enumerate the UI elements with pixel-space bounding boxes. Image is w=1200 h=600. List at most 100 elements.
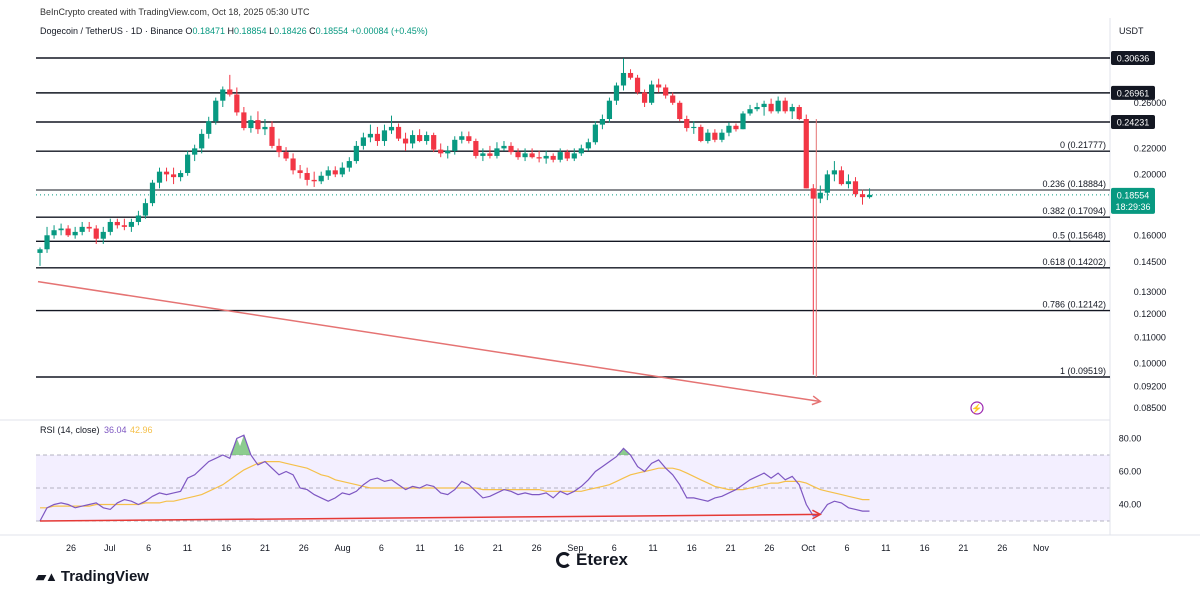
candle-body bbox=[241, 112, 247, 129]
candle-body bbox=[283, 152, 289, 159]
candle-body bbox=[459, 136, 465, 140]
current-price-box bbox=[1111, 187, 1155, 214]
fib-label: 0.786 (0.12142) bbox=[1042, 300, 1106, 310]
candle-body bbox=[782, 100, 788, 112]
time-tick-label: Aug bbox=[335, 543, 351, 553]
candle-body bbox=[649, 84, 655, 103]
rsi-ma-line bbox=[40, 461, 870, 509]
candle-body bbox=[634, 77, 641, 93]
candle-body bbox=[227, 89, 233, 95]
candle-body bbox=[163, 171, 170, 175]
candle-body bbox=[599, 118, 605, 125]
candle-body bbox=[691, 126, 697, 129]
time-tick-label: 16 bbox=[687, 543, 697, 553]
ohlc-close-value: 0.18554 bbox=[315, 26, 349, 36]
candle-body bbox=[663, 87, 669, 96]
candle-body bbox=[557, 152, 563, 160]
tradingview-logo: ▰▲ TradingView bbox=[36, 568, 149, 585]
eterex-watermark: Eterex bbox=[556, 550, 628, 570]
candle-body bbox=[72, 231, 78, 236]
candle-body bbox=[374, 133, 381, 142]
time-tick-label: 21 bbox=[260, 543, 270, 553]
candle-body bbox=[817, 192, 823, 199]
candle-body bbox=[796, 107, 802, 119]
candle-body bbox=[65, 228, 71, 236]
candle-body bbox=[332, 170, 338, 175]
candle-body bbox=[170, 174, 177, 178]
ohlc-open-label: O bbox=[185, 26, 193, 36]
candle-body bbox=[480, 153, 486, 156]
candle-body bbox=[318, 175, 324, 182]
chart-credit: BeInCrypto created with TradingView.com,… bbox=[40, 7, 310, 17]
time-tick-label: 16 bbox=[920, 543, 930, 553]
candle-body bbox=[543, 155, 549, 159]
candle-body bbox=[754, 107, 760, 110]
fib-label: 0.618 (0.14202) bbox=[1042, 257, 1106, 267]
lightning-glyph: ⚡ bbox=[971, 403, 982, 415]
candle-body bbox=[234, 94, 240, 113]
candle-body bbox=[726, 125, 732, 133]
rsi-trendline-arrowhead bbox=[812, 509, 822, 520]
rsi-lines bbox=[39, 434, 870, 522]
candle-body bbox=[156, 171, 163, 183]
candle-body bbox=[142, 203, 149, 216]
rsi-tick-label: 60.00 bbox=[1119, 467, 1142, 477]
countdown-text: 18:29:36 bbox=[1115, 202, 1150, 212]
symbol-name[interactable]: Dogecoin / TetherUS · 1D · Binance bbox=[40, 26, 183, 36]
candle-body bbox=[789, 107, 795, 112]
candle-body bbox=[206, 121, 212, 134]
time-tick-label: 11 bbox=[183, 543, 192, 553]
tradingview-text: TradingView bbox=[60, 568, 149, 585]
candle-body bbox=[367, 133, 374, 138]
candle-body bbox=[79, 226, 85, 232]
time-tick-label: 6 bbox=[379, 543, 384, 553]
candle-body bbox=[838, 170, 845, 185]
candle-body bbox=[100, 231, 106, 239]
price-tick-label: 0.13000 bbox=[1134, 287, 1167, 297]
time-tick-label: 11 bbox=[416, 543, 425, 553]
eterex-text: Eterex bbox=[576, 550, 628, 569]
candle-body bbox=[269, 126, 275, 146]
time-tick-label: 6 bbox=[146, 543, 151, 553]
candle-body bbox=[627, 72, 634, 78]
candle-body bbox=[86, 226, 92, 229]
rsi-value: 36.04 bbox=[104, 425, 127, 435]
candle-body bbox=[346, 161, 352, 168]
candle-body bbox=[606, 100, 613, 119]
candle-body bbox=[670, 95, 676, 103]
candle-body bbox=[487, 153, 493, 156]
candle-body bbox=[677, 102, 683, 119]
candle-body bbox=[107, 221, 113, 232]
ohlc-low-value: 0.18426 bbox=[274, 26, 307, 36]
candle-body bbox=[613, 85, 620, 101]
time-tick-label: 26 bbox=[532, 543, 542, 553]
price-trendline bbox=[37, 280, 821, 403]
candle-body bbox=[438, 149, 444, 154]
price-tick-label: 0.20000 bbox=[1134, 169, 1167, 179]
candle-body bbox=[866, 194, 873, 198]
candle-body bbox=[585, 142, 591, 149]
fib-label: 0.236 (0.18884) bbox=[1042, 179, 1106, 189]
candle-body bbox=[388, 126, 395, 131]
time-tick-label: Sep bbox=[567, 543, 583, 553]
time-tick-label: 21 bbox=[726, 543, 736, 553]
price-tick-label: 0.08500 bbox=[1134, 403, 1167, 413]
candle-body bbox=[37, 249, 43, 253]
candle-body bbox=[494, 148, 500, 156]
candle-body bbox=[311, 179, 317, 182]
candle-body bbox=[845, 181, 852, 185]
candle-body bbox=[262, 126, 268, 130]
time-tick-label: 6 bbox=[844, 543, 849, 553]
ohlc-low-label: L bbox=[269, 26, 275, 36]
time-tick-label: 21 bbox=[493, 543, 503, 553]
candle-body bbox=[564, 152, 570, 159]
rsi-tick-label: 80.00 bbox=[1119, 434, 1142, 444]
candle-body bbox=[248, 120, 254, 129]
time-tick-label: 16 bbox=[454, 543, 464, 553]
candle-body bbox=[149, 182, 156, 204]
candle-body bbox=[339, 167, 345, 175]
candle-body bbox=[58, 228, 64, 231]
price-tick-label: 0.12000 bbox=[1134, 309, 1167, 319]
candle-body bbox=[325, 170, 331, 176]
